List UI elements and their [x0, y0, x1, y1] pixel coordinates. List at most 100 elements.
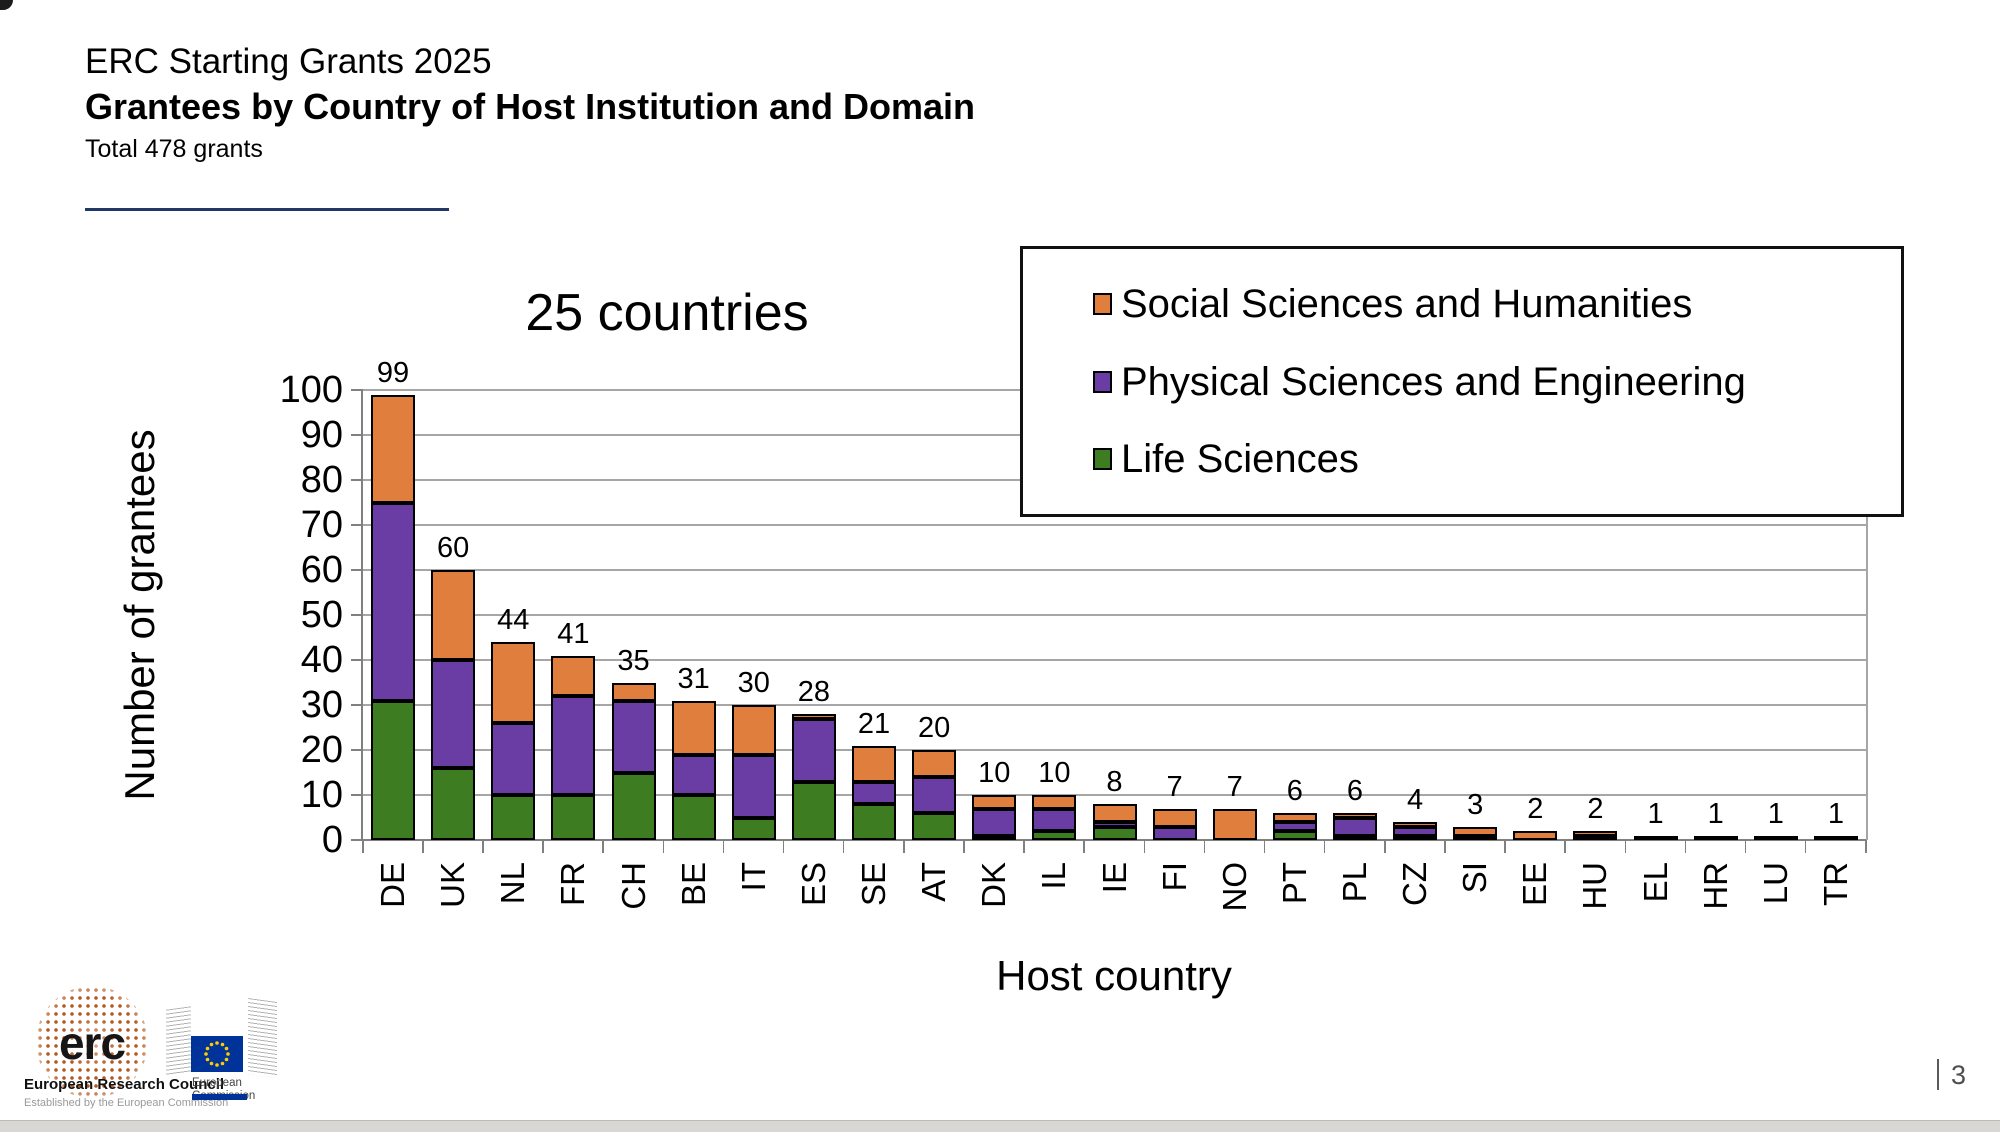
x-axis-tick: [1384, 840, 1386, 853]
bar-segment-il-social-sciences-humanities: [1032, 795, 1077, 809]
x-axis-tick: [1203, 840, 1206, 853]
bar-segment-be-life-sciences: [671, 795, 716, 840]
bar-segment-uk-physical-sciences-engineering: [431, 660, 476, 768]
bar-segment-el-physical-sciences-engineering: [1633, 835, 1678, 840]
legend-item-life-sciences: Life Sciences: [1093, 437, 1901, 481]
y-axis-tick: [351, 614, 363, 616]
bar-total-label-be: 31: [677, 662, 710, 695]
bar-segment-nl-physical-sciences-engineering: [491, 723, 536, 795]
y-tick-label: 80: [300, 459, 343, 501]
x-tick-label-hu: HU: [1576, 862, 1614, 910]
y-tick-label: 100: [279, 369, 343, 411]
x-tick-label-ie: IE: [1095, 862, 1133, 894]
x-tick-label-no: NO: [1215, 862, 1253, 912]
x-tick-label-il: IL: [1035, 862, 1073, 890]
bar-segment-ie-physical-sciences-engineering: [1092, 822, 1137, 827]
gridline: [363, 614, 1866, 616]
y-axis-line: [361, 390, 363, 840]
y-axis-tick: [351, 569, 363, 571]
bar-total-label-pl: 6: [1346, 775, 1364, 807]
x-axis-tick: [1744, 840, 1747, 853]
bar-segment-it-physical-sciences-engineering: [731, 754, 776, 818]
bar-segment-hr-life-sciences: [1693, 835, 1738, 840]
x-axis-tick: [1263, 840, 1266, 853]
y-tick-label: 20: [300, 729, 343, 771]
bar-total-label-es: 28: [797, 676, 831, 708]
x-axis-tick: [1564, 840, 1566, 853]
page-number: 3: [1951, 1060, 1967, 1090]
gridline: [363, 524, 1866, 526]
bar-total-label-no: 7: [1226, 770, 1243, 803]
bar-segment-se-life-sciences: [852, 804, 897, 840]
page-number-separator: [1937, 1059, 1939, 1090]
x-tick-label-nl: NL: [494, 862, 532, 905]
y-axis-tick: [351, 659, 363, 661]
x-axis-tick: [422, 840, 424, 853]
bar-segment-fr-life-sciences: [551, 795, 596, 840]
bar-segment-de-social-sciences-humanities: [371, 394, 416, 503]
bar-segment-at-social-sciences-humanities: [912, 750, 957, 777]
bar-segment-si-social-sciences-humanities: [1453, 826, 1498, 836]
x-axis-tick: [1444, 840, 1446, 853]
bar-segment-ee-social-sciences-humanities: [1513, 831, 1558, 840]
bar-segment-pl-physical-sciences-engineering: [1332, 817, 1377, 836]
bar-segment-at-life-sciences: [912, 813, 957, 840]
bar-total-label-fi: 7: [1166, 770, 1183, 803]
erc-logo-dots-icon: [36, 986, 148, 1098]
bar-segment-hu-physical-sciences-engineering: [1573, 835, 1618, 840]
erc-subcaption: Established by the European Commission: [24, 1097, 229, 1109]
x-tick-label-ch: CH: [614, 862, 652, 910]
x-axis-tick: [1804, 840, 1807, 853]
y-axis-tick: [351, 434, 363, 436]
bar-segment-lu-life-sciences: [1753, 835, 1798, 840]
x-tick-label-be: BE: [674, 862, 712, 907]
legend-label: Social Sciences and Humanities: [1121, 282, 1693, 327]
bar-segment-dk-social-sciences-humanities: [972, 795, 1017, 809]
y-tick-label: 40: [300, 639, 343, 681]
legend-label: Life Sciences: [1121, 436, 1359, 481]
slide-total-grants: Total 478 grants: [85, 135, 263, 163]
gridline: [363, 794, 1866, 796]
x-tick-label-tr: TR: [1816, 862, 1854, 906]
bar-total-label-cz: 4: [1407, 784, 1424, 816]
window-corner-decoration: [0, 0, 13, 10]
x-tick-label-cz: CZ: [1396, 862, 1434, 906]
bar-segment-pt-social-sciences-humanities: [1272, 813, 1317, 822]
legend-swatch-purple-icon: [1093, 370, 1112, 393]
bar-total-label-si: 3: [1467, 788, 1484, 821]
x-axis-tick: [362, 840, 364, 853]
bar-total-label-se: 21: [857, 707, 891, 740]
bar-total-label-ie: 8: [1106, 766, 1123, 798]
x-tick-label-ee: EE: [1516, 862, 1554, 907]
x-axis-tick: [662, 840, 665, 853]
bar-segment-fr-social-sciences-humanities: [551, 655, 596, 696]
bar-segment-dk-life-sciences: [972, 835, 1017, 840]
x-axis-tick: [1624, 840, 1627, 853]
slide-subtitle-bold: Grantees by Country of Host Institution …: [85, 86, 976, 127]
bar-total-label-it: 30: [737, 667, 770, 699]
bar-segment-si-physical-sciences-engineering: [1453, 835, 1498, 840]
ec-logo-lines-right-icon: [248, 997, 277, 1079]
bar-segment-es-social-sciences-humanities: [791, 714, 836, 719]
x-axis-tick: [482, 840, 484, 853]
bar-segment-il-physical-sciences-engineering: [1032, 808, 1077, 831]
gridline: [363, 839, 1866, 841]
bar-total-label-fr: 41: [557, 617, 590, 650]
bar-segment-pt-physical-sciences-engineering: [1272, 822, 1317, 831]
x-tick-label-de: DE: [374, 862, 412, 908]
y-axis-title: Number of grantees: [116, 429, 163, 801]
bar-total-label-hr: 1: [1707, 797, 1724, 830]
bar-segment-de-life-sciences: [371, 700, 416, 840]
bar-segment-cz-social-sciences-humanities: [1393, 822, 1438, 827]
bar-total-label-ee: 2: [1527, 793, 1544, 825]
y-tick-label: 70: [300, 504, 343, 546]
y-axis-tick: [351, 479, 363, 481]
bar-total-label-pt: 6: [1286, 775, 1303, 807]
header-underline: [85, 208, 449, 211]
bar-segment-it-life-sciences: [731, 817, 776, 840]
x-tick-label-fi: FI: [1155, 862, 1193, 892]
slide-title: ERC Starting Grants 2025: [85, 42, 492, 81]
bar-segment-nl-life-sciences: [491, 795, 536, 840]
x-tick-label-es: ES: [794, 862, 832, 907]
